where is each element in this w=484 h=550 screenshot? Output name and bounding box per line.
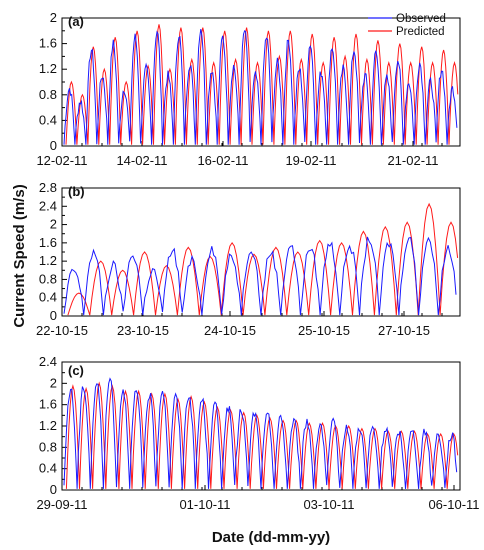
x-tick-label: 27-10-15 [378,323,430,338]
y-tick-label: 2.4 [39,354,57,369]
y-tick-label: 0.4 [39,290,57,305]
panel-b: 0 0.4 0.8 1.2 1.6 2 2.4 2.8 22-10-15 23-10-15 24-1… [36,180,461,338]
x-tick-label: 22-10-15 [36,323,88,338]
legend: Observed Predicted [368,13,446,38]
x-tick-label: 19-02-11 [285,153,336,168]
legend-predicted-label: Predicted [396,26,445,38]
y-tick-label: 2.8 [39,180,57,195]
y-tick-label: 2 [50,375,57,390]
series-line-observed [63,377,458,489]
y-tick-label: 0 [50,308,57,323]
x-tick-label: 01-10-11 [179,497,230,512]
x-tick-label: 24-10-15 [204,323,256,338]
x-tick-label: 16-02-11 [197,153,248,168]
x-tick-label: 21-02-11 [387,153,438,168]
panel-label: (c) [68,363,84,378]
x-tick-label: 25-10-15 [298,323,350,338]
y-tick-label: 0.8 [39,271,57,286]
y-tick-label: 1.2 [39,418,57,433]
x-tick-label: 29-09-11 [36,497,87,512]
series-line-observed [63,236,457,316]
y-tick-label: 0.4 [39,112,57,127]
x-axis-title: Date (dd-mm-yy) [212,529,330,546]
panel-c: 0 0.4 0.8 1.2 1.6 2 2.4 29-09-11 01-10-11 03-10-1… [36,354,479,512]
y-tick-label: 2 [50,217,57,232]
y-tick-label: 2.4 [39,198,57,213]
y-tick-label: 1.2 [39,253,57,268]
panel-a: 0 0.4 0.8 1.2 1.6 2 12-02-11 14-02-11 16-02-11 19… [36,10,461,168]
panel-label: (a) [68,14,84,29]
y-tick-label: 1.6 [39,36,57,51]
y-tick-label: 0.8 [39,87,57,102]
y-tick-label: 1.6 [39,235,57,250]
y-tick-label: 1.6 [39,397,57,412]
x-tick-label: 23-10-15 [117,323,169,338]
x-tick-label: 14-02-11 [116,153,167,168]
y-tick-label: 0.8 [39,439,57,454]
y-tick-label: 0 [50,138,57,153]
y-tick-label: 0 [50,482,57,497]
y-tick-label: 1.2 [39,61,57,76]
series-line-observed [63,29,458,145]
panel-label: (b) [68,184,85,199]
y-tick-label: 2 [50,10,57,25]
x-tick-label: 03-10-11 [303,497,354,512]
x-tick-label: 06-10-11 [428,497,479,512]
y-tick-label: 0.4 [39,461,57,476]
x-tick-label: 12-02-11 [36,153,87,168]
legend-observed-label: Observed [396,13,446,25]
y-axis-title: Current Speed (m/s) [11,184,28,327]
